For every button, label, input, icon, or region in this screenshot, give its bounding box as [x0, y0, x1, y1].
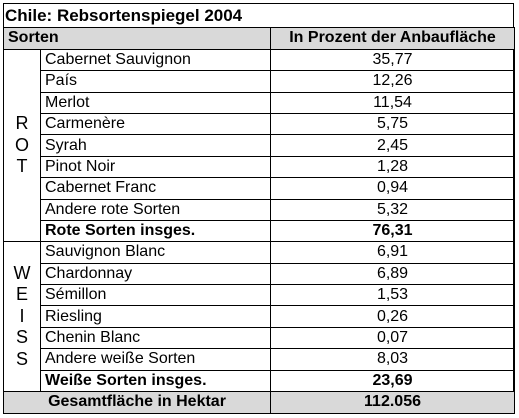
variety-share: 5,75 — [270, 113, 516, 136]
variety-share: 0,94 — [270, 177, 516, 200]
variety-share: 35,77 — [270, 48, 516, 72]
variety-name: Pinot Noir — [39, 155, 272, 179]
red-subtotal-row: Rote Sorten insges. 76,31 — [4, 219, 516, 243]
table-header-row: Sorten In Prozent der Anbaufläche — [2, 27, 516, 50]
variety-name: Cabernet Sauvignon — [39, 48, 272, 72]
table-row: Cabernet Franc 0,94 — [4, 177, 516, 200]
variety-name: Andere weiße Sorten — [39, 348, 272, 371]
variety-share: 11,54 — [270, 91, 516, 115]
table-row: W E I S S Sauvignon Blanc 6,91 — [3, 241, 516, 392]
table-row: País 12,26 — [4, 70, 516, 93]
variety-name: Syrah — [39, 134, 272, 157]
table-row: Chardonnay 6,89 — [4, 262, 516, 286]
grape-variety-table: Sorten In Prozent der Anbaufläche R O T Cab… — [2, 27, 516, 415]
white-group-letter: S — [15, 348, 28, 369]
variety-name: Sauvignon Blanc — [39, 241, 272, 264]
white-group-letter: E — [15, 284, 28, 305]
table-row: Syrah 2,45 — [4, 134, 516, 157]
table-row: Carmenère 5,75 — [4, 113, 516, 136]
grand-total-value: 112.056 — [270, 390, 516, 415]
red-subtotal-value: 76,31 — [270, 219, 516, 243]
variety-name: Chardonnay — [39, 262, 272, 286]
red-group-letter: O — [14, 134, 29, 155]
white-subtotal-row: Weiße Sorten insges. 23,69 — [4, 369, 516, 392]
variety-share: 2,45 — [270, 134, 516, 157]
white-group-letter: I — [19, 305, 25, 326]
variety-share: 6,91 — [270, 241, 516, 264]
table-row: Andere rote Sorten 5,32 — [4, 198, 516, 221]
white-group-letter: S — [15, 327, 28, 348]
variety-name: Carmenère — [39, 113, 272, 136]
variety-name: Chenin Blanc — [39, 326, 272, 350]
header-prozent: In Prozent der Anbaufläche — [270, 27, 516, 50]
variety-share: 6,89 — [270, 262, 516, 286]
table-row: Riesling 0,26 — [4, 305, 516, 328]
white-subtotal-label: Weiße Sorten insges. — [39, 369, 272, 392]
variety-share: 12,26 — [270, 70, 516, 93]
table-row: Merlot 11,54 — [4, 91, 516, 115]
variety-name: Sémillon — [39, 284, 272, 307]
variety-share: 0,26 — [270, 305, 516, 328]
table-row: Andere weiße Sorten 8,03 — [4, 348, 516, 371]
table-row: Chenin Blanc 0,07 — [4, 326, 516, 350]
table-row: Sémillon 1,53 — [4, 284, 516, 307]
header-sorten: Sorten — [2, 27, 272, 50]
red-group-letter: T — [16, 156, 28, 177]
white-group-letter: W — [13, 262, 31, 283]
variety-name: Andere rote Sorten — [39, 198, 272, 221]
variety-name: Cabernet Franc — [39, 177, 272, 200]
table-row: R O T Cabernet Sauvignon 35,77 — [3, 48, 516, 243]
variety-share: 5,32 — [270, 198, 516, 221]
variety-name: Riesling — [39, 305, 272, 328]
variety-share: 0,07 — [270, 326, 516, 350]
white-subtotal-value: 23,69 — [270, 369, 516, 392]
variety-share: 1,28 — [270, 155, 516, 179]
page-title: Chile: Rebsortenspiegel 2004 — [5, 6, 243, 25]
variety-name: País — [39, 70, 272, 93]
table-row: Pinot Noir 1,28 — [4, 155, 516, 179]
variety-share: 1,53 — [270, 284, 516, 307]
grand-total-label: Gesamtfläche in Hektar — [2, 390, 272, 415]
red-group-letter: R — [15, 113, 29, 134]
red-subtotal-label: Rote Sorten insges. — [39, 219, 272, 243]
grand-total-row: Gesamtfläche in Hektar 112.056 — [2, 390, 516, 415]
variety-name: Merlot — [39, 91, 272, 115]
variety-share: 8,03 — [270, 348, 516, 371]
